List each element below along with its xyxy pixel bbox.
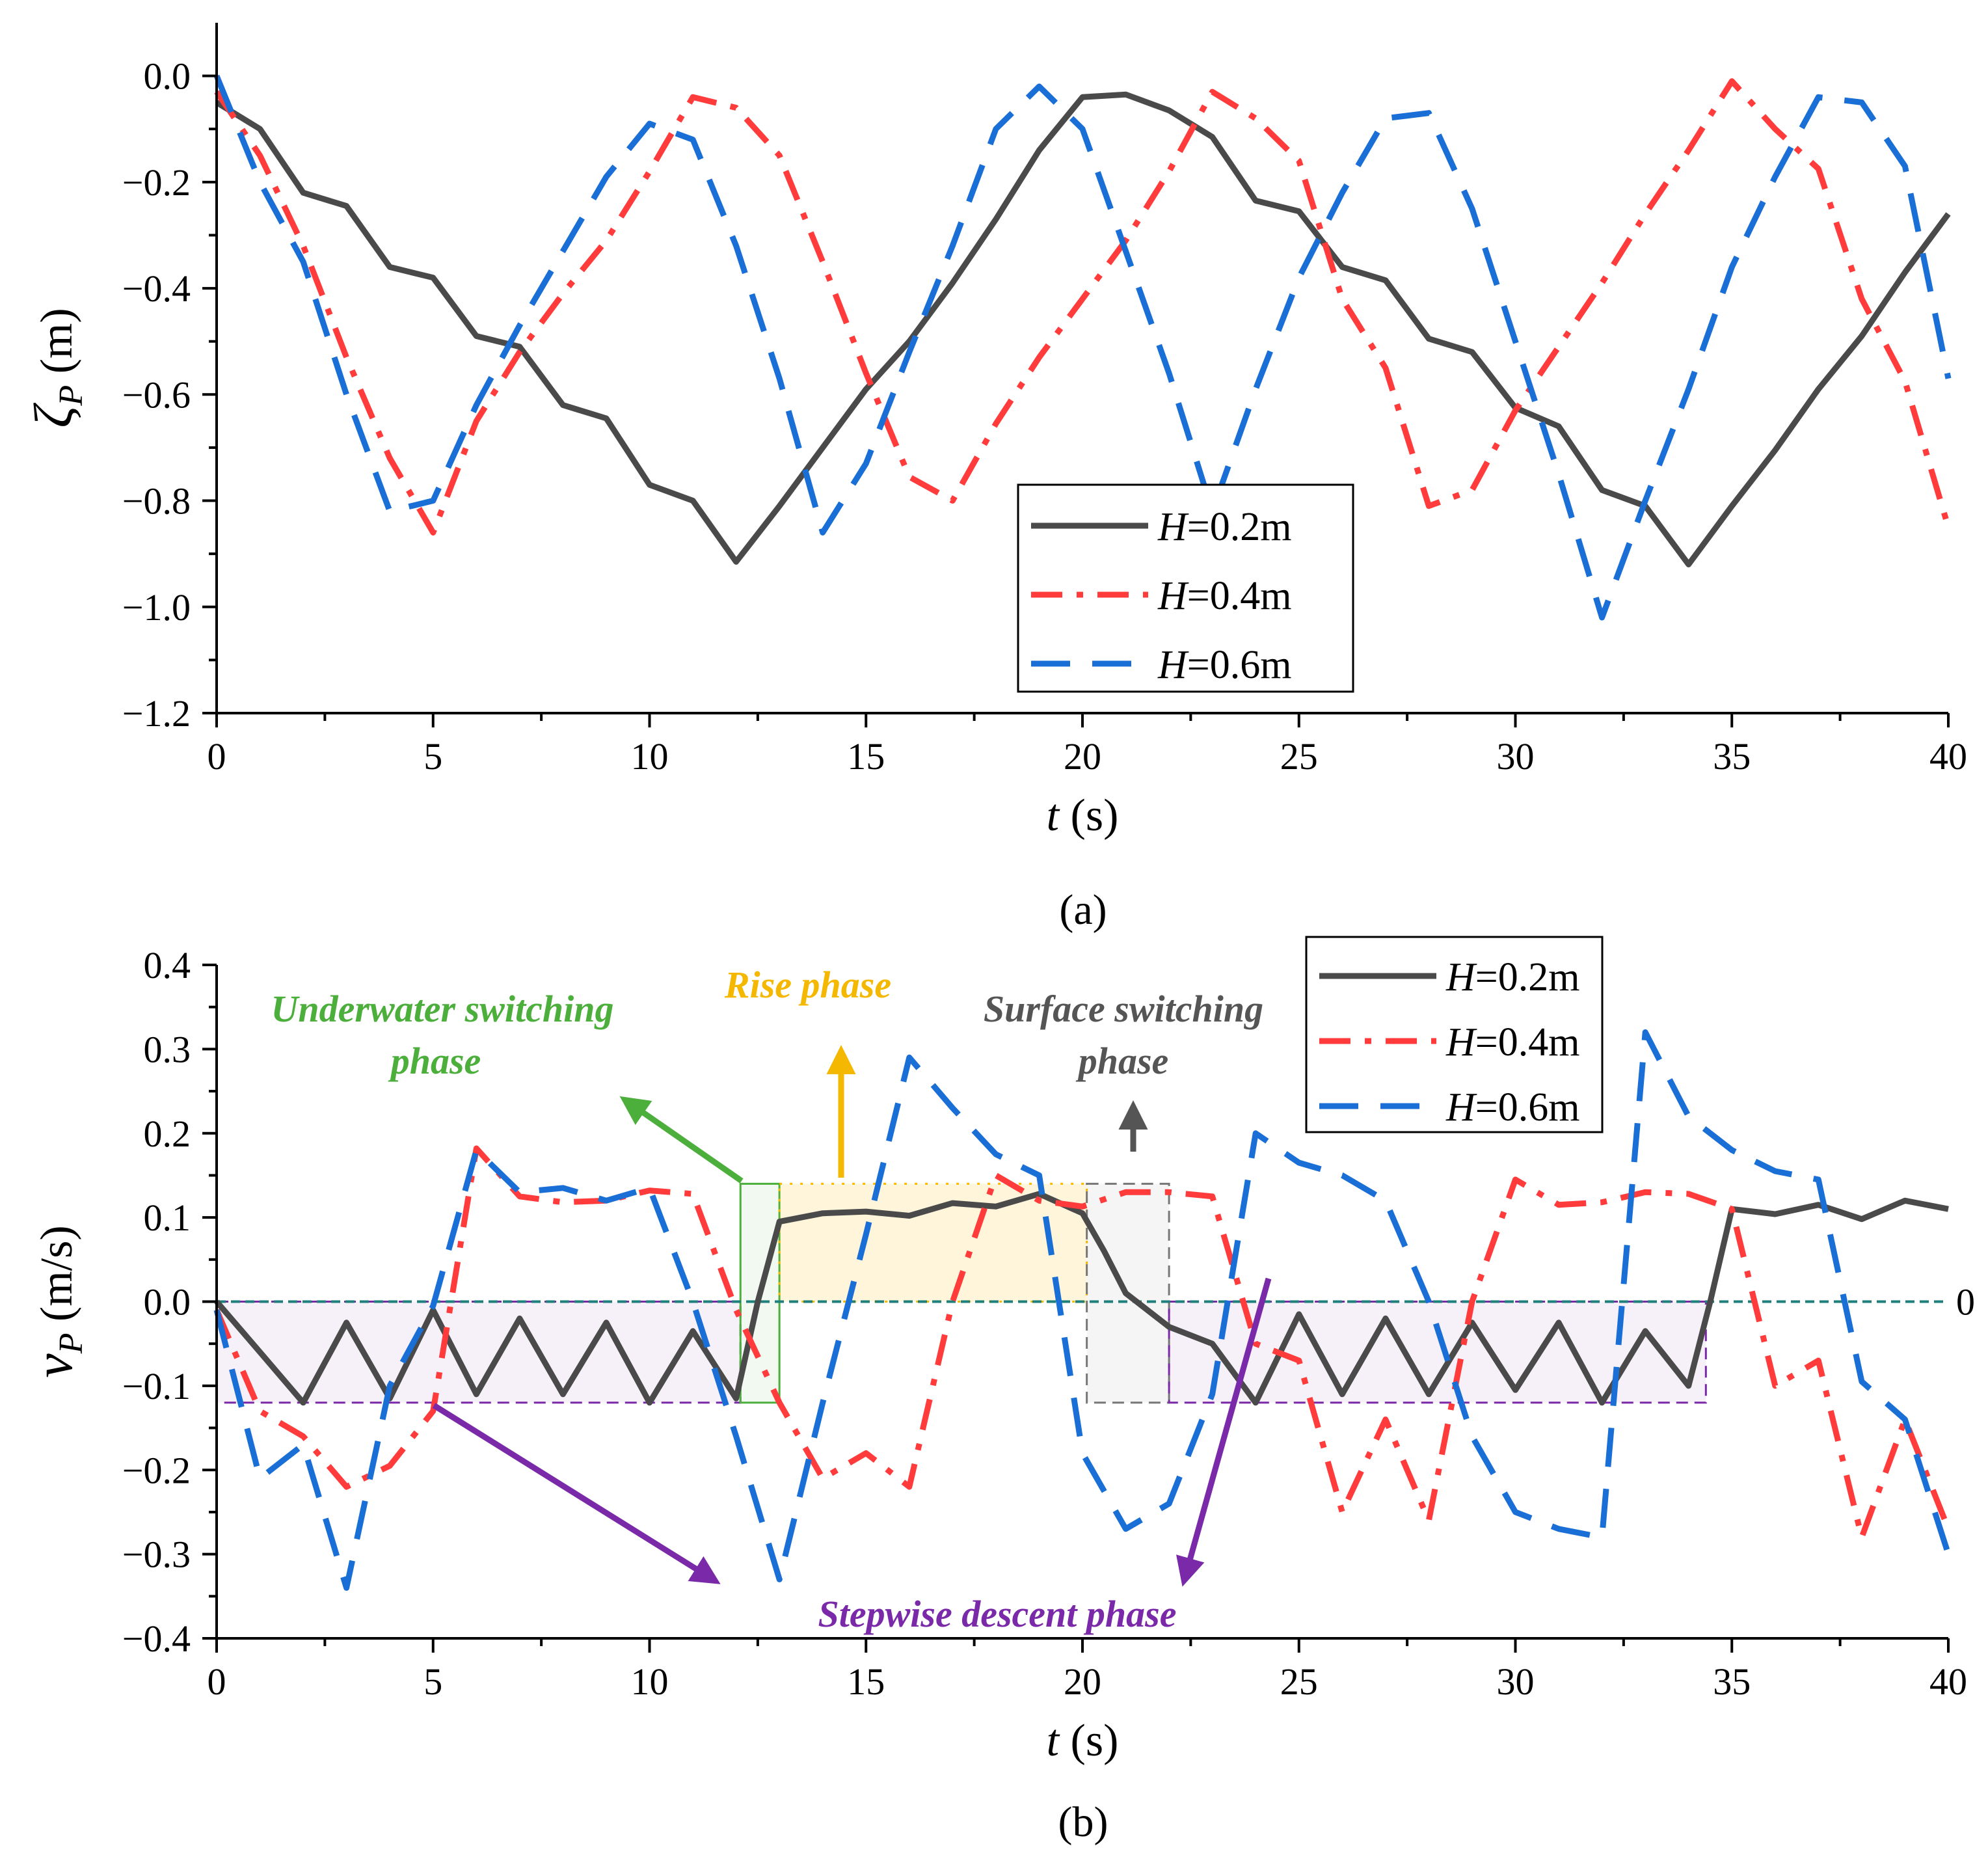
annotation-text-2: Rise phase — [724, 964, 891, 1006]
y-tick-label: 0.4 — [144, 944, 191, 986]
panel-a-series-line-2 — [214, 78, 1952, 535]
x-tick-label: 35 — [1713, 1660, 1751, 1703]
panel-a-series-line-3 — [213, 74, 1952, 621]
x-tick-label: 0 — [208, 735, 226, 778]
panel-b-series-group — [213, 1029, 1952, 1591]
panel-a-axes: 0 5 10 15 20 25 30 35 40 0.0 −0.2 −0.4 −0.6 −0.8 −1.0 −… — [23, 23, 1967, 841]
panel-b-legend-box — [1305, 936, 1604, 1133]
x-tick-label: 40 — [1929, 1660, 1967, 1703]
y-tick-label: −1.2 — [122, 692, 191, 735]
y-tick-label: −0.6 — [122, 373, 191, 416]
panel-a-label: (a) — [1059, 886, 1107, 934]
panel-b-series-line-1 — [214, 1191, 1949, 1406]
zero-reference-label: 0 — [1956, 1281, 1975, 1323]
panel-b-series-line-2 — [213, 1145, 1952, 1541]
x-tick-label: 20 — [1064, 1660, 1101, 1703]
x-tick-label: 0 — [208, 1660, 226, 1703]
legend-entry-label: H=0.6m — [1157, 643, 1291, 687]
panel-a-y-axis-title: ζP (m) — [23, 308, 90, 427]
x-tick-label: 15 — [847, 735, 885, 778]
legend-entry-label: H=0.2m — [1445, 955, 1579, 999]
x-tick-label: 25 — [1280, 1660, 1318, 1703]
x-tick-label: 25 — [1280, 735, 1318, 778]
panel-b-zero-reference-line: 0 — [217, 1281, 1975, 1323]
y-tick-label: −0.2 — [122, 1449, 191, 1491]
x-tick-label: 10 — [631, 735, 669, 778]
y-tick-label: 0.3 — [144, 1028, 191, 1070]
panel-b-legend: H=0.2m H=0.4m H=0.6m — [1305, 936, 1604, 1133]
x-tick-label: 20 — [1064, 735, 1101, 778]
annotation-text-1: Underwater switching — [271, 988, 614, 1030]
legend-entry-label: H=0.4m — [1445, 1020, 1579, 1064]
panel-b-series-line-3 — [213, 1029, 1952, 1591]
y-tick-label: −1.0 — [122, 586, 191, 629]
annotation-arrow-4-1 — [432, 1403, 721, 1584]
panel-b-y-axis-title: vP (m/s) — [23, 1225, 90, 1377]
legend-entry-label: H=0.4m — [1157, 574, 1291, 618]
x-tick-label: 5 — [423, 1660, 442, 1703]
annotation-text-4: Stepwise descent phase — [818, 1593, 1177, 1635]
panel-a-legend-box — [1017, 483, 1354, 693]
y-tick-label: −0.1 — [122, 1365, 191, 1407]
panel-b-chart: 0 0 5 10 15 20 25 30 35 40 0.4 0.3 0.2 0.1 0.0 −0.1 −0.… — [23, 936, 1975, 1766]
annotation-text-3-line2: phase — [1075, 1040, 1169, 1082]
y-tick-label: 0.0 — [144, 55, 191, 98]
legend-entry-label: H=0.2m — [1157, 505, 1291, 549]
panel-b-axes: 0 5 10 15 20 25 30 35 40 0.4 0.3 0.2 0.1 0.0 −0.1 −0.2 −… — [23, 944, 1967, 1766]
x-tick-label: 40 — [1929, 735, 1967, 778]
y-tick-label: −0.8 — [122, 480, 191, 522]
x-tick-label: 15 — [847, 1660, 885, 1703]
panel-a-x-axis-title: t (s) — [1047, 791, 1119, 841]
y-tick-label: −0.4 — [122, 267, 191, 310]
panel-b-annotations: Underwater switching phase Rise phase Surfa… — [271, 964, 1272, 1635]
annotation-text-1-line2: phase — [388, 1040, 481, 1082]
panel-b-phase-regions — [215, 1182, 1707, 1404]
x-tick-label: 10 — [631, 1660, 669, 1703]
x-tick-label: 30 — [1497, 735, 1535, 778]
region-rise — [778, 1182, 1088, 1303]
x-tick-label: 30 — [1497, 1660, 1535, 1703]
y-tick-label: −0.2 — [122, 161, 191, 204]
panel-b-x-axis-title: t (s) — [1047, 1716, 1119, 1766]
panel-a-chart: 0 5 10 15 20 25 30 35 40 0.0 −0.2 −0.4 −0.6 −0.8 −1.0 −… — [23, 23, 1967, 841]
panel-a-legend: H=0.2m H=0.4m H=0.6m — [1017, 483, 1354, 693]
y-tick-label: −0.3 — [122, 1534, 191, 1576]
y-tick-label: 0.0 — [144, 1281, 191, 1323]
y-tick-label: 0.1 — [144, 1197, 191, 1239]
y-tick-label: −0.4 — [122, 1618, 191, 1660]
panel-a-series-line-1 — [215, 91, 1951, 567]
annotation-arrow-1-1 — [619, 1096, 744, 1184]
y-tick-label: 0.2 — [144, 1113, 191, 1155]
annotation-arrow-4-2 — [1176, 1277, 1272, 1587]
legend-entry-label: H=0.6m — [1445, 1085, 1579, 1130]
panel-b-label: (b) — [1058, 1798, 1108, 1846]
panel-a-series-group — [213, 74, 1952, 621]
annotation-text-3: Surface switching — [984, 988, 1263, 1030]
x-tick-label: 5 — [423, 735, 442, 778]
x-tick-label: 35 — [1713, 735, 1751, 778]
